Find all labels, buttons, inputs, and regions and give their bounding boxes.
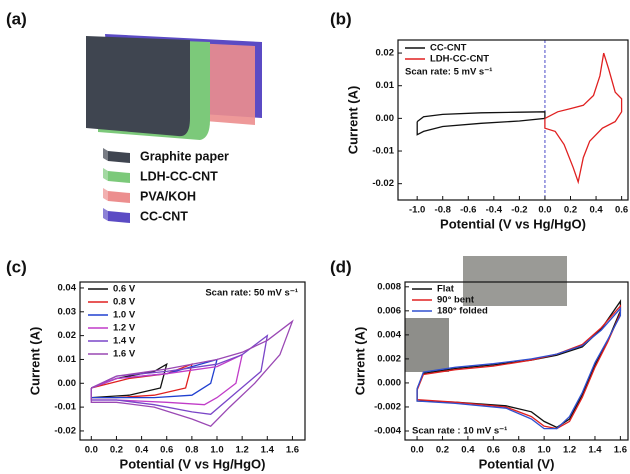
x-tick-label: 1.0	[538, 445, 551, 456]
x-tick-label: -0.8	[435, 205, 451, 216]
legend-label: PVA/KOH	[140, 189, 196, 203]
y-tick-label: -0.02	[372, 178, 394, 189]
x-tick-label: 1.4	[588, 445, 602, 456]
legend-label: 0.8 V	[113, 297, 136, 308]
y-axis-label: Current (A)	[345, 86, 360, 155]
x-tick-label: 0.2	[436, 445, 449, 456]
x-tick-label: 0.0	[538, 205, 551, 216]
legend-label: 90° bent	[437, 295, 475, 306]
panel-label: (c)	[6, 257, 27, 276]
legend-label: 1.6 V	[113, 349, 136, 360]
cv-curve	[90, 319, 294, 427]
cv-curve	[544, 52, 623, 185]
panel-label: (a)	[6, 9, 27, 28]
device-diagram	[86, 34, 262, 140]
y-tick-label: -0.004	[374, 426, 402, 437]
y-tick-label: 0.00	[376, 113, 395, 124]
legend-icon-top	[103, 168, 108, 181]
legend-icon-top	[103, 188, 108, 201]
y-tick-label: 0.008	[377, 281, 401, 292]
x-tick-label: 0.4	[135, 445, 149, 456]
cv-curve	[416, 304, 622, 430]
x-tick-label: 0.6	[487, 445, 500, 456]
legend-label: LDH-CC-CNT	[140, 169, 218, 183]
y-axis-label: Current (A)	[27, 327, 42, 396]
x-tick-label: -1.0	[409, 205, 425, 216]
x-axis-label: Potential (V)	[479, 456, 555, 471]
x-tick-label: 1.2	[236, 445, 249, 456]
x-tick-label: 1.6	[614, 445, 627, 456]
legend-icon	[108, 151, 130, 163]
x-tick-label: 0.6	[615, 205, 628, 216]
legend-label: Graphite paper	[140, 149, 229, 163]
annotation: Scan rate: 5 mV s⁻¹	[405, 67, 492, 78]
y-tick-label: 0.04	[58, 282, 77, 293]
annotation: Scan rate : 10 mV s⁻¹	[412, 426, 507, 437]
legend-label: CC-CNT	[140, 209, 188, 223]
x-tick-label: -0.6	[460, 205, 476, 216]
y-tick-label: -0.01	[372, 146, 394, 157]
x-tick-label: 1.2	[563, 445, 576, 456]
cv-curve	[90, 334, 269, 415]
x-tick-label: 0.8	[185, 445, 198, 456]
x-tick-label: 0.0	[410, 445, 423, 456]
panel-label: (d)	[330, 257, 352, 276]
cv-curve	[416, 306, 622, 430]
y-tick-label: -0.01	[54, 402, 76, 413]
x-axis-label: Potential (V vs Hg/HgO)	[120, 456, 266, 471]
y-tick-label: 0.03	[58, 306, 77, 317]
x-tick-label: 1.0	[210, 445, 223, 456]
plot-frame	[404, 281, 629, 441]
legend-label: 1.2 V	[113, 323, 136, 334]
y-tick-label: 0.006	[377, 305, 401, 316]
legend-icon	[108, 171, 130, 183]
layer-graphite	[86, 36, 190, 137]
legend-label: LDH-CC-CNT	[430, 54, 489, 65]
legend-label: 180° folded	[437, 306, 488, 317]
y-tick-label: 0.02	[376, 48, 395, 59]
y-tick-label: 0.01	[376, 80, 395, 91]
y-tick-label: 0.00	[58, 378, 77, 389]
legend-label: 0.6 V	[113, 284, 136, 295]
y-tick-label: 0.01	[58, 354, 77, 365]
legend-icon-top	[103, 208, 108, 221]
y-tick-label: 0.02	[58, 330, 77, 341]
x-axis-label: Potential (V vs Hg/HgO)	[440, 216, 586, 231]
legend-label: 1.0 V	[113, 310, 136, 321]
legend-label: Flat	[437, 284, 455, 295]
y-tick-label: -0.002	[374, 401, 401, 412]
x-tick-label: 0.8	[512, 445, 525, 456]
y-axis-label: Current (A)	[352, 327, 367, 396]
x-tick-label: -0.2	[511, 205, 527, 216]
y-tick-label: 0.004	[377, 329, 401, 340]
photo-bent	[463, 256, 567, 306]
plot-frame	[79, 281, 306, 441]
legend-icon	[108, 191, 130, 203]
x-tick-label: 0.0	[85, 445, 98, 456]
y-tick-label: -0.02	[54, 425, 76, 436]
x-tick-label: 0.2	[110, 445, 123, 456]
legend-icon-top	[103, 148, 108, 161]
plot-frame	[397, 39, 629, 201]
x-tick-label: 1.4	[261, 445, 275, 456]
x-tick-label: -0.4	[486, 205, 503, 216]
legend-icon	[108, 211, 130, 223]
legend-label: CC-CNT	[430, 43, 467, 54]
legend-label: 1.4 V	[113, 336, 136, 347]
x-tick-label: 0.2	[564, 205, 577, 216]
panel-label: (b)	[330, 9, 352, 28]
y-tick-label: 0.000	[377, 377, 401, 388]
x-tick-label: 0.4	[589, 205, 603, 216]
y-tick-label: 0.002	[377, 353, 401, 364]
diagram-legend: Graphite paper LDH-CC-CNT PVA/KOH CC-CNT	[103, 148, 229, 223]
x-tick-label: 0.4	[461, 445, 475, 456]
annotation: Scan rate: 50 mV s⁻¹	[205, 288, 298, 299]
x-tick-label: 0.6	[160, 445, 173, 456]
photo-folded	[405, 318, 449, 372]
x-tick-label: 1.6	[286, 445, 299, 456]
